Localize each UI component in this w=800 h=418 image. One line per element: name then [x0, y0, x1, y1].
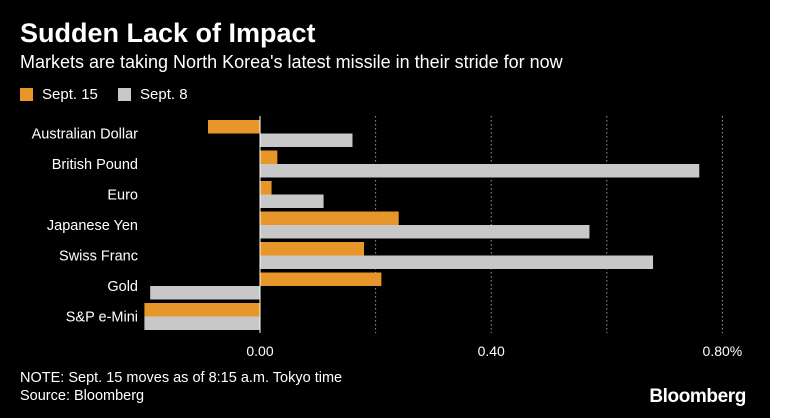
legend-swatch-sept-8: [118, 88, 131, 101]
bar-sept-15-1: [260, 150, 278, 164]
bar-sept-8-1: [260, 164, 700, 178]
bar-sept-15-2: [260, 181, 272, 195]
bloomberg-logo: Bloomberg: [649, 386, 746, 407]
category-label-4: Swiss Franc: [59, 249, 138, 265]
category-label-1: British Pound: [52, 157, 138, 173]
category-label-0: Australian Dollar: [32, 127, 139, 143]
legend-swatch-sept-15: [20, 88, 33, 101]
x-tick-label-1: 0.40: [478, 343, 505, 359]
category-label-5: Gold: [107, 279, 138, 295]
chart-title: Sudden Lack of Impact: [20, 18, 316, 48]
x-tick-label-2: 0.80%: [703, 343, 743, 359]
bar-sept-15-6: [144, 303, 260, 317]
bar-sept-15-4: [260, 242, 365, 256]
category-label-3: Japanese Yen: [47, 218, 138, 234]
category-label-6: S&P e-Mini: [66, 310, 138, 326]
bar-sept-15-3: [260, 211, 399, 225]
bar-sept-15-5: [260, 272, 382, 286]
legend-label-sept-8: Sept. 8: [140, 86, 188, 103]
bar-sept-8-6: [144, 316, 260, 330]
bar-sept-8-3: [260, 225, 590, 239]
chart-frame: Sudden Lack of Impact Markets are taking…: [0, 0, 770, 418]
bar-chart: Australian Dollar British Pound Euro Japane…: [32, 116, 743, 359]
chart-subtitle: Markets are taking North Korea's latest …: [20, 52, 563, 72]
bar-sept-15-0: [207, 120, 260, 134]
bar-sept-8-0: [260, 133, 353, 147]
bar-sept-8-4: [260, 255, 654, 269]
category-label-2: Euro: [107, 188, 138, 204]
source-line: Source: Bloomberg: [20, 388, 145, 404]
x-tick-label-0: 0.00: [246, 343, 273, 359]
bar-sept-8-5: [150, 286, 260, 300]
bar-sept-8-2: [260, 194, 324, 208]
footnote: NOTE: Sept. 15 moves as of 8:15 a.m. Tok…: [20, 370, 343, 386]
legend-label-sept-15: Sept. 15: [42, 86, 98, 103]
